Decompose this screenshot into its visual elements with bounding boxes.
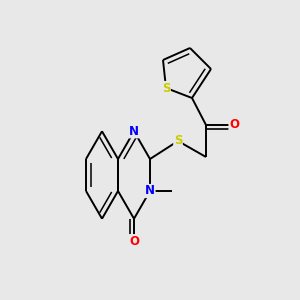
Text: N: N <box>145 184 155 197</box>
Text: N: N <box>129 125 139 138</box>
Text: S: S <box>162 82 170 94</box>
Text: O: O <box>129 235 139 248</box>
Text: O: O <box>229 118 239 131</box>
Text: S: S <box>174 134 182 148</box>
